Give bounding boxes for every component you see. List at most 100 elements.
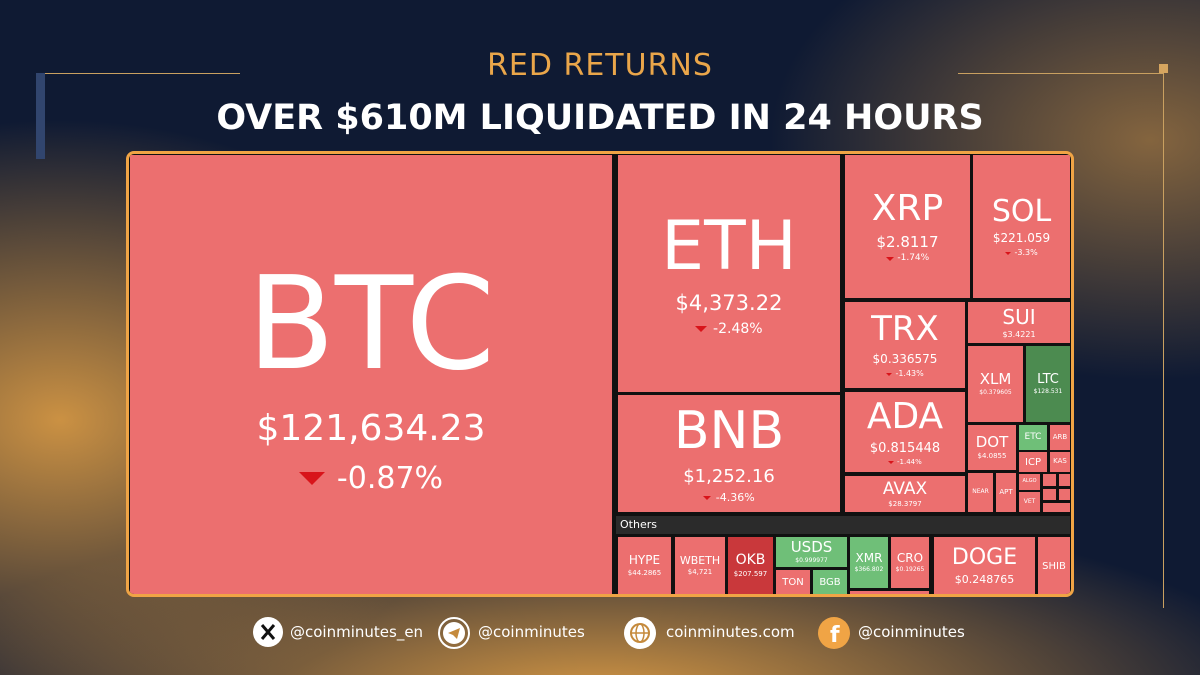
coin-price: $366.802 [854,565,884,573]
coin-tile: OKB $207.597 [728,537,773,594]
coin-price: $0.336575 [872,352,938,366]
change-text: -2.48% [713,320,763,337]
coin-symbol: OKB [735,552,766,569]
coin-symbol: TON [782,577,804,588]
down-arrow [888,461,895,465]
coin-symbol: ADA [866,396,944,438]
filler-tile [850,591,929,594]
coin-symbol: ARB [1052,432,1068,441]
down-arrow [885,257,894,262]
change-text: -4.36% [715,490,755,504]
coin-tile: ICP [1019,452,1047,472]
coin-symbol: BNB [673,401,785,462]
x-glyph [260,624,276,640]
globe-glyph [630,623,650,643]
coin-tile: DOT $4.0855 [968,425,1016,470]
telegram-handle[interactable]: @coinminutes [478,623,585,641]
coin-tile: CRO $0.19265 [891,537,929,588]
headline: OVER $610M LIQUIDATED IN 24 HOURS [216,98,984,138]
coin-price: $207.597 [733,570,768,579]
coin-tile: ARB [1050,425,1070,450]
frame-bar [36,73,45,159]
coin-tile: ALGO [1019,474,1040,490]
coin-symbol: VET [1023,497,1036,505]
coin-symbol: WBETH [679,553,721,567]
coin-change: -1.43% [886,368,924,379]
coin-tile: SOL $221.059 -3.3% [973,155,1070,298]
coin-symbol: KAS [1053,457,1067,466]
coin-change: -1.44% [888,458,922,467]
coin-tile: ETH $4,373.22 -2.48% [618,155,840,392]
filler-tile [1059,489,1070,500]
coin-symbol: ETH [661,207,797,287]
coin-symbol: BGB [819,577,841,588]
coin-tile: USDS $0.999977 [776,537,847,567]
coin-price: $44.2865 [627,568,662,577]
coin-price: $4,373.22 [675,291,783,316]
coin-tile: TRX $0.336575 -1.43% [845,302,965,388]
coin-price: $0.999977 [795,557,828,564]
coin-tile: VET [1019,492,1040,512]
coin-symbol: APT [999,487,1013,496]
coin-price: $2.8117 [876,232,939,251]
down-arrow [886,372,893,376]
change-text: -1.74% [897,253,930,264]
coin-symbol: HYPE [628,553,661,568]
filler-tile [1043,489,1056,500]
coin-tile: DOGE $0.248765 [934,537,1035,594]
coin-price: $0.248765 [954,572,1015,586]
down-arrow [703,495,712,500]
coin-symbol: DOGE [951,544,1018,570]
coin-change: -0.87% [298,460,444,496]
coin-price: $4.0855 [977,452,1007,461]
coin-symbol: BTC [247,250,495,400]
coin-tile: NEAR [968,473,993,512]
frame-line [36,73,240,74]
facebook-icon[interactable]: f [818,617,850,649]
coin-tile: LTC $128.531 [1026,346,1070,422]
coin-price: $28.3797 [888,499,922,508]
coin-tile: ETC [1019,425,1047,450]
coin-symbol: XMR [855,550,883,565]
facebook-handle[interactable]: @coinminutes [858,623,965,641]
x-handle[interactable]: @coinminutes_en [290,623,424,641]
coin-tile: SHIB [1038,537,1070,594]
coin-tile: TON [776,570,810,594]
coin-symbol: SUI [1002,304,1036,329]
coin-symbol: USDS [790,538,833,557]
coin-symbol: SOL [991,194,1052,230]
coin-symbol: XRP [871,187,944,229]
facebook-glyph: f [830,623,840,648]
coin-tile: BNB $1,252.16 -4.36% [618,395,840,512]
coin-symbol: ICP [1025,456,1041,468]
svg-text:f: f [830,623,840,648]
change-text: -1.43% [895,368,924,378]
website[interactable]: coinminutes.com [666,623,795,641]
coin-tile: WBETH $4,721 [675,537,725,594]
coin-tile: XLM $0.379605 [968,346,1023,422]
coin-price: $0.379605 [979,389,1012,396]
coin-change: -2.48% [695,320,763,337]
telegram-icon[interactable] [438,617,470,649]
frame-line [958,73,1164,74]
coin-symbol: CRO [896,550,924,565]
kicker: RED RETURNS [487,48,713,83]
x-icon[interactable] [253,617,283,647]
coin-tile: XRP $2.8117 -1.74% [845,155,970,298]
coin-price: $221.059 [992,231,1051,246]
others-header: Others [616,516,1070,534]
change-text: -3.3% [1014,248,1038,258]
web-icon[interactable] [624,617,656,649]
filler-tile [1043,503,1070,512]
coin-symbol: ETC [1024,431,1042,442]
coin-tile: XMR $366.802 [850,537,888,588]
coin-change: -4.36% [703,490,755,504]
coin-symbol: ALGO [1022,478,1037,485]
change-text: -0.87% [336,460,444,496]
down-arrow [1005,251,1012,255]
coin-price: $121,634.23 [256,407,486,449]
coin-tile: ADA $0.815448 -1.44% [845,392,965,472]
coin-change: -1.74% [885,253,930,264]
coin-symbol: SHIB [1042,560,1066,572]
coin-tile: APT [996,473,1016,512]
